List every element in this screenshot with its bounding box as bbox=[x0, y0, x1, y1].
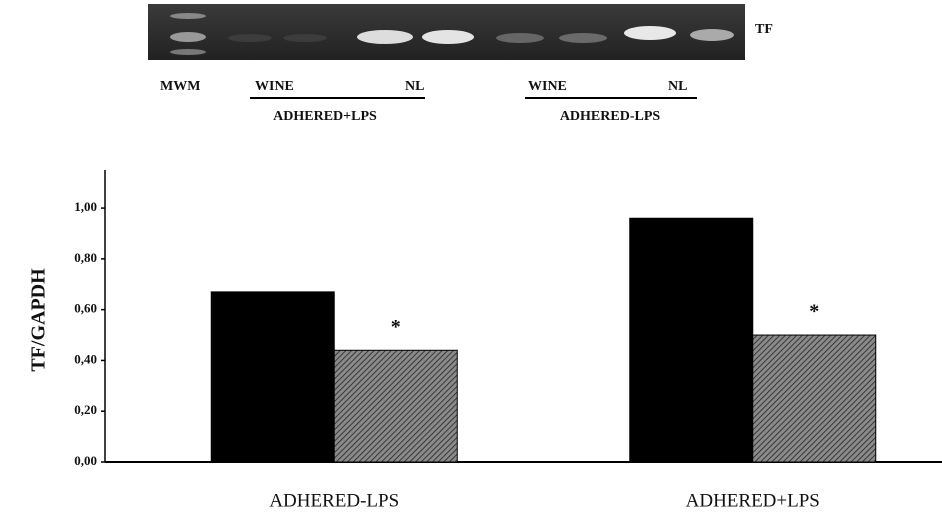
lane-label: WINE bbox=[528, 79, 567, 94]
y-tick-label: 0,40 bbox=[74, 351, 97, 366]
lane-label: NL bbox=[668, 79, 687, 94]
group-title: ADHERED+LPS bbox=[273, 109, 377, 124]
gel-image bbox=[148, 4, 745, 60]
annotation: * bbox=[809, 301, 819, 323]
gel-marker: TF bbox=[755, 22, 773, 37]
y-axis-label: TF/GAPDH bbox=[28, 268, 50, 372]
x-tick-label: ADHERED+LPS bbox=[686, 490, 820, 511]
y-tick-label: 0,20 bbox=[74, 402, 97, 417]
annotation: * bbox=[391, 316, 401, 338]
lane-label: MWM bbox=[160, 79, 200, 94]
x-tick-label: ADHERED-LPS bbox=[269, 490, 399, 511]
bar bbox=[211, 292, 334, 462]
bar bbox=[753, 335, 876, 462]
lane-label: WINE bbox=[255, 79, 294, 94]
lane-label: NL bbox=[405, 79, 424, 94]
y-tick-label: 1,00 bbox=[74, 199, 97, 214]
y-tick-label: 0,60 bbox=[74, 301, 97, 316]
group-title: ADHERED-LPS bbox=[560, 109, 661, 124]
y-tick-label: 0,00 bbox=[74, 453, 97, 468]
figure: TF MWM WINE NL ADHERED+LPS WINE NL ADHER… bbox=[0, 0, 942, 516]
bar bbox=[630, 218, 753, 462]
y-tick-label: 0,80 bbox=[74, 250, 97, 265]
bar bbox=[334, 350, 457, 462]
